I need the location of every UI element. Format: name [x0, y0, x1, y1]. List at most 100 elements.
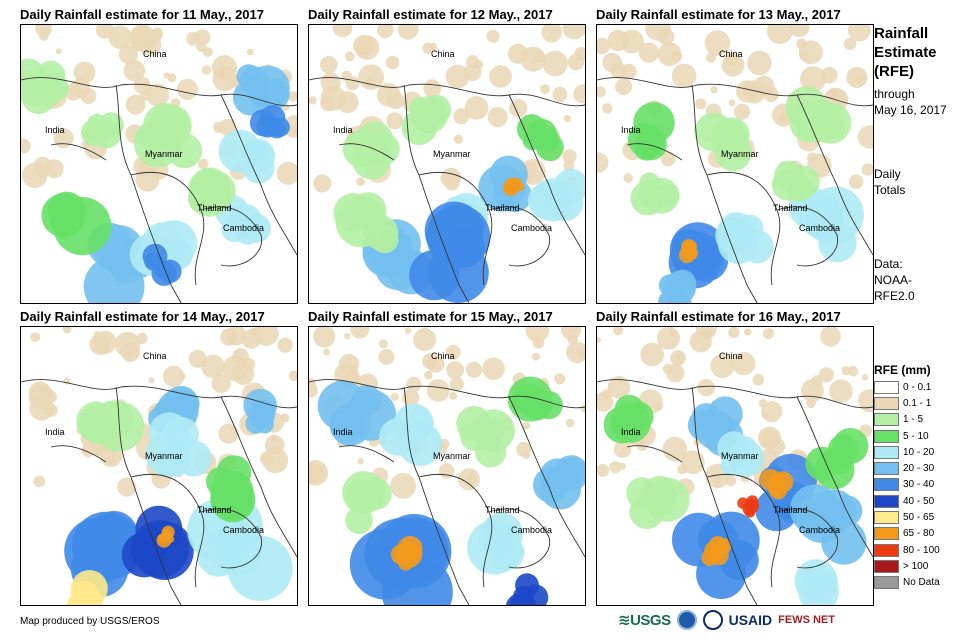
rainfall-cell: [378, 348, 395, 365]
rainfall-raster: [597, 25, 873, 303]
rainfall-cell: [350, 327, 370, 339]
rainfall-cell: [516, 441, 532, 457]
rainfall-cell: [106, 454, 116, 465]
rainfall-cell: [803, 573, 830, 600]
rainfall-map: China India Myanmar Thailand Cambodia: [20, 24, 298, 304]
rainfall-cell: [820, 327, 841, 347]
legend-swatch: [874, 576, 899, 590]
map-panel-may-14: Daily Rainfall estimate for 14 May., 201…: [18, 308, 306, 608]
legend-swatch: [874, 396, 899, 410]
rainfall-cell: [854, 73, 866, 85]
rainfall-cell: [789, 484, 841, 535]
rainfall-cell: [580, 405, 585, 413]
legend-swatch: [874, 543, 899, 557]
country-border: [309, 77, 585, 107]
rainfall-cell: [453, 134, 463, 144]
rainfall-cell: [114, 331, 141, 358]
rainfall-cell: [95, 25, 114, 39]
country-border: [21, 379, 297, 409]
rainfall-map: China India Myanmar Thailand Cambodia: [596, 326, 874, 606]
rainfall-cell: [847, 25, 871, 42]
rainfall-cell: [701, 549, 718, 566]
rainfall-cell: [540, 84, 550, 94]
rainfall-raster: [21, 327, 297, 605]
rainfall-cell: [309, 382, 318, 398]
country-label-thailand: Thailand: [485, 505, 520, 515]
rainfall-cell: [146, 83, 170, 107]
country-border: [50, 143, 107, 161]
country-label-china: China: [719, 49, 743, 59]
rainfall-cell: [531, 352, 540, 361]
rainfall-cell: [710, 86, 718, 94]
rainfall-cell: [148, 377, 155, 384]
country-label-thailand: Thailand: [773, 505, 808, 515]
country-border: [21, 77, 297, 107]
rainfall-cell: [642, 475, 677, 510]
rainfall-cell: [345, 76, 360, 91]
rainfall-cell: [44, 159, 64, 179]
data-source: Data: NOAA- RFE2.0: [874, 257, 915, 303]
rainfall-cell: [422, 94, 452, 124]
map-panel-may-15: Daily Rainfall estimate for 15 May., 201…: [306, 308, 594, 608]
rainfall-cell: [73, 61, 96, 84]
rainfall-cell: [522, 421, 531, 430]
rainfall-cell: [620, 29, 644, 54]
rainfall-cell: [53, 128, 74, 149]
legend-rows: 0 - 0.1 0.1 - 1 1 - 5 5 - 10 10 - 20 20 - 30 3…: [874, 379, 940, 591]
rainfall-cell: [680, 450, 705, 475]
rainfall-cell: [597, 463, 610, 477]
rainfall-cell: [28, 381, 52, 404]
rainfall-cell: [752, 374, 764, 386]
fews-net-logo: FEWS NET: [778, 614, 835, 626]
map-panel-may-12: Daily Rainfall estimate for 12 May., 201…: [306, 6, 594, 306]
rainfall-cell: [656, 184, 679, 206]
rainfall-cell: [336, 91, 359, 114]
rainfall-cell: [370, 225, 399, 254]
rainfall-cell: [142, 243, 168, 269]
country-border: [597, 77, 873, 107]
country-border: [626, 445, 683, 463]
rainfall-cell: [250, 141, 274, 165]
rainfall-cell: [133, 77, 151, 94]
rainfall-cell: [695, 98, 707, 110]
legend-swatch: [874, 429, 899, 443]
rainfall-cell: [654, 402, 663, 411]
rainfall-cell: [313, 327, 336, 348]
legend-label: 50 - 65: [903, 512, 935, 524]
rainfall-cell: [687, 409, 720, 441]
country-label-myanmar: Myanmar: [145, 149, 183, 159]
usaid-logo: USAID: [728, 612, 773, 628]
rainfall-raster: [597, 327, 873, 605]
country-label-india: India: [45, 125, 65, 135]
rainfall-cell: [602, 103, 613, 114]
rainfall-cell: [55, 48, 62, 55]
rainfall-cell: [818, 367, 835, 383]
rainfall-cell: [133, 536, 165, 567]
rainfall-cell: [357, 458, 364, 465]
legend-swatch: [874, 511, 899, 525]
panel-title: Daily Rainfall estimate for 16 May., 201…: [596, 309, 841, 324]
rainfall-cell: [125, 94, 146, 115]
rainfall-cell: [577, 349, 585, 360]
rainfall-cell: [129, 25, 156, 50]
panel-title: Daily Rainfall estimate for 11 May., 201…: [20, 7, 264, 22]
rainfall-cell: [277, 337, 293, 353]
rainfall-cell: [309, 462, 325, 484]
legend-swatch: [874, 527, 899, 541]
legend-item: 30 - 40: [874, 477, 940, 493]
rainfall-cell: [552, 86, 568, 103]
rainfall-cell: [21, 58, 45, 92]
rainfall-cell: [117, 477, 137, 497]
rainfall-cell: [848, 174, 864, 189]
rainfall-cell: [717, 212, 756, 250]
country-label-thailand: Thailand: [197, 505, 232, 515]
country-border: [796, 396, 873, 558]
rainfall-cell: [445, 344, 461, 360]
rainfall-cell: [351, 385, 382, 416]
rainfall-cell: [656, 327, 681, 350]
legend-label: 20 - 30: [903, 463, 935, 475]
rainfall-cell: [567, 53, 585, 71]
rainfall-cell: [218, 423, 239, 444]
rainfall-cell: [800, 66, 826, 93]
rainfall-cell: [280, 413, 290, 423]
